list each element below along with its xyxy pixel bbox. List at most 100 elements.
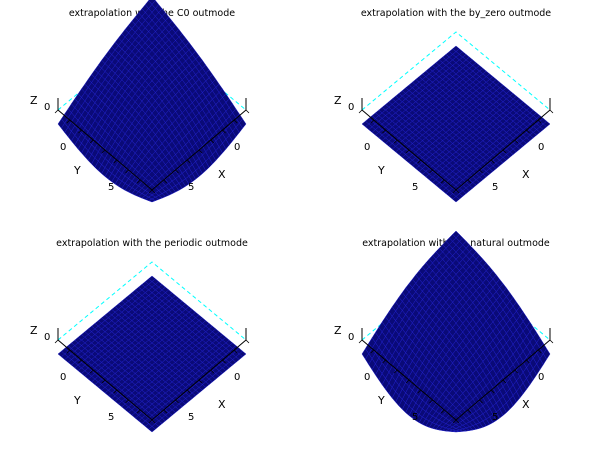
x-tick-mark [467,409,472,414]
x-tick-mark [210,369,215,374]
z-axis-label: Z [334,324,342,337]
x-tick-label: 0 [234,372,240,383]
x-tick-mark [198,379,203,384]
y-tick-label: 0 [60,372,66,383]
x-tick-mark [222,359,226,364]
chart-panel-1: extrapolation with the C0 outmodeZ0YX050… [30,0,250,203]
x-tick-mark [222,129,226,134]
y-tick-mark [393,369,398,374]
y-tick-mark [393,139,398,144]
x-tick-label: 5 [188,182,194,193]
y-tick-mark [66,119,71,124]
y-tick-label: 5 [412,182,418,193]
y-tick-mark [66,349,71,354]
x-tick-mark [233,119,238,124]
y-tick-label: 5 [108,412,114,423]
y-tick-mark [148,189,153,194]
y-tick-mark [440,409,445,414]
surface [361,230,551,433]
x-tick-label: 0 [538,372,544,383]
y-tick-label: 5 [108,182,114,193]
y-tick-mark [89,369,94,374]
y-tick-mark [101,379,106,384]
y-tick-mark [136,179,141,184]
surface-facet [148,426,156,433]
y-tick-mark [417,159,422,164]
box-back-edge [57,261,247,341]
y-tick-label: 5 [412,412,418,423]
x-tick-mark [467,179,472,184]
y-tick-mark [136,409,141,414]
y-tick-mark [101,149,106,154]
x-tick-mark [479,399,483,404]
x-tick-mark [455,189,460,194]
x-tick-mark [186,389,191,394]
y-tick-mark [370,349,375,354]
surface-facet [147,198,157,203]
z-axis-label: Z [30,324,38,337]
y-tick-mark [417,389,422,394]
y-tick-mark [54,339,59,344]
y-tick-mark [405,379,410,384]
x-tick-mark [526,129,530,134]
chart-panel-3: extrapolation with the periodic outmode Z… [30,238,250,433]
x-tick-mark [233,349,238,354]
x-axis-label: X [522,168,530,181]
y-axis-label: Y [73,164,81,177]
chart-panel-4: extrapolation with the natural outmodeZ0… [334,230,554,433]
x-tick-label: 5 [188,412,194,423]
surface [57,0,247,203]
x-tick-mark [490,159,495,164]
x-tick-mark [245,339,250,344]
x-tick-mark [537,119,542,124]
z-axis-label: Z [30,94,38,107]
x-tick-mark [175,169,179,174]
y-tick-label: 0 [60,142,66,153]
box-back-edge [361,31,551,111]
y-tick-mark [54,109,59,114]
x-axis-label: X [218,398,226,411]
z-tick-label: 0 [44,102,50,113]
x-tick-label: 5 [492,182,498,193]
surface-facet [452,430,460,433]
y-tick-mark [358,339,363,344]
y-tick-mark [125,169,129,174]
x-tick-mark [502,379,507,384]
y-tick-mark [452,189,457,194]
x-tick-mark [514,139,519,144]
x-tick-mark [210,139,215,144]
z-tick-label: 0 [348,332,354,343]
y-axis-label: Y [73,394,81,407]
z-axis-label: Z [334,94,342,107]
x-tick-mark [514,369,519,374]
y-axis-label: Y [377,394,385,407]
y-axis-label: Y [377,164,385,177]
x-axis-label: X [218,168,226,181]
z-tick-label: 0 [44,332,50,343]
y-tick-mark [113,389,118,394]
y-tick-mark [89,139,94,144]
y-tick-mark [452,419,457,424]
x-tick-mark [151,189,156,194]
x-tick-mark [549,339,554,344]
y-tick-mark [78,359,82,364]
y-tick-mark [382,359,386,364]
x-tick-mark [163,179,168,184]
y-tick-mark [370,119,375,124]
x-tick-mark [479,169,483,174]
x-tick-label: 5 [492,412,498,423]
y-tick-mark [405,149,410,154]
surface-facet [452,196,460,203]
surface [361,45,551,203]
chart-panel-2: extrapolation with the by_zero outmode Z0… [334,8,554,203]
y-tick-mark [78,129,82,134]
chart-title: extrapolation with the by_zero outmode [361,8,551,19]
y-tick-mark [358,109,363,114]
z-tick-label: 0 [348,102,354,113]
y-tick-mark [429,169,433,174]
x-tick-mark [163,409,168,414]
x-axis-label: X [522,398,530,411]
x-tick-mark [537,349,542,354]
